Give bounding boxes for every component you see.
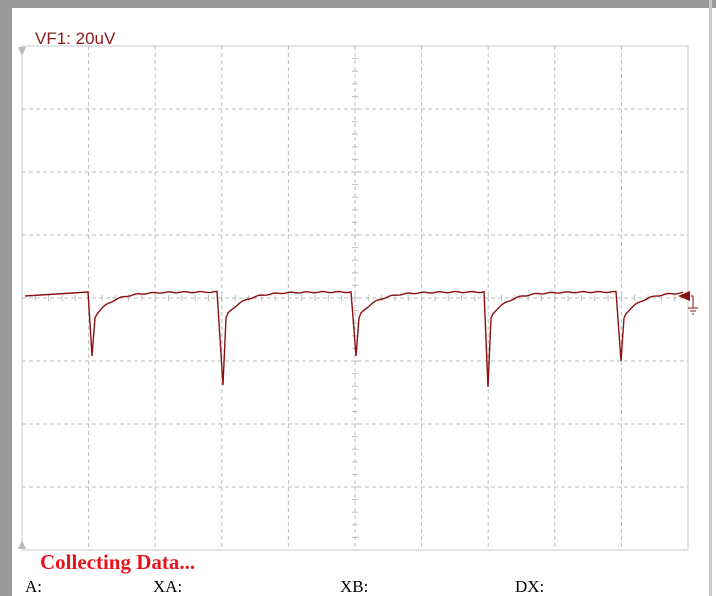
- left-frame: [0, 0, 12, 596]
- cursor-a: A:: [25, 577, 42, 596]
- channel-label: VF1: 20uV: [35, 29, 116, 48]
- cursor-xa: XA:: [153, 577, 182, 596]
- waveform-trace: [24, 290, 684, 388]
- grid: [21, 45, 689, 551]
- bottom-marker: [18, 540, 26, 549]
- right-frame: [709, 0, 712, 596]
- cursor-dx: DX:: [515, 577, 544, 596]
- channel-marker: [678, 291, 690, 301]
- top-frame: [0, 0, 716, 8]
- top-marker: [18, 47, 26, 56]
- status-text: Collecting Data...: [40, 550, 195, 574]
- cursor-xb: XB:: [340, 577, 368, 596]
- ground-symbol: [688, 295, 698, 315]
